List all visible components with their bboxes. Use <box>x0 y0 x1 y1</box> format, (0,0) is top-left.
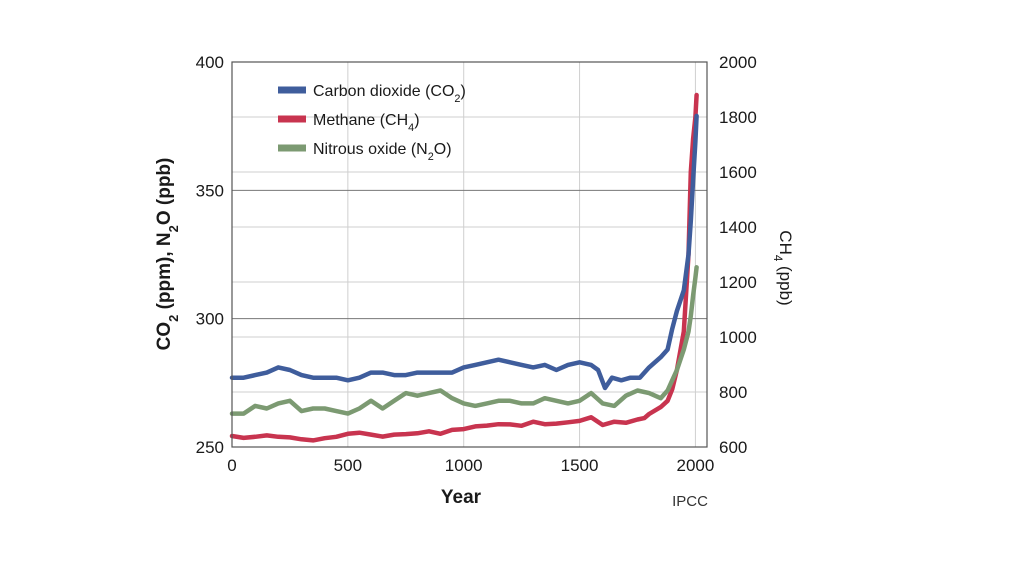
series-line-ch4 <box>229 92 699 443</box>
y-right-tick-label: 600 <box>719 438 747 457</box>
legend: Carbon dioxide (CO2) Methane (CH4) Nitrous… <box>278 83 466 163</box>
grid <box>232 61 707 448</box>
y-right-tick-label: 1000 <box>719 328 757 347</box>
y-left-tick-label: 250 <box>196 438 224 457</box>
x-axis-title: Year <box>441 487 482 508</box>
y-right-tick-label: 1800 <box>719 108 757 127</box>
y-left-tick-label: 350 <box>196 181 224 200</box>
y-right-tick-label: 1600 <box>719 163 757 182</box>
y-left-tick-label: 400 <box>196 53 224 72</box>
y-axis-right-title: CH4 (ppb) <box>771 230 795 305</box>
series-line-co2 <box>229 113 699 391</box>
y-right-tick-label: 1200 <box>719 273 757 292</box>
x-tick-label: 1000 <box>445 456 483 475</box>
plot-area <box>232 62 707 447</box>
y-right-tick-label: 2000 <box>719 53 757 72</box>
y-right-tick-label: 1400 <box>719 218 757 237</box>
x-tick-label: 1500 <box>561 456 599 475</box>
series-lines <box>229 92 699 443</box>
legend-label-ch4: Methane (CH4) <box>313 112 420 134</box>
plot-frame <box>231 61 708 448</box>
legend-label-co2: Carbon dioxide (CO2) <box>313 83 466 105</box>
legend-label-n2o: Nitrous oxide (N2O) <box>313 141 452 163</box>
y-left-tick-label: 300 <box>196 310 224 329</box>
x-tick-label: 0 <box>227 456 236 475</box>
y-axis-left-title: CO2 (ppm), N2O (ppb) <box>154 158 181 351</box>
y-right-tick-label: 800 <box>719 383 747 402</box>
source-label: IPCC <box>672 493 708 510</box>
x-tick-label: 500 <box>334 456 362 475</box>
x-tick-label: 2000 <box>677 456 715 475</box>
series-line-n2o <box>229 265 699 416</box>
tick-labels: 0 500 1000 1500 2000 250 300 350 400 600 800 1000 12… <box>196 53 757 475</box>
